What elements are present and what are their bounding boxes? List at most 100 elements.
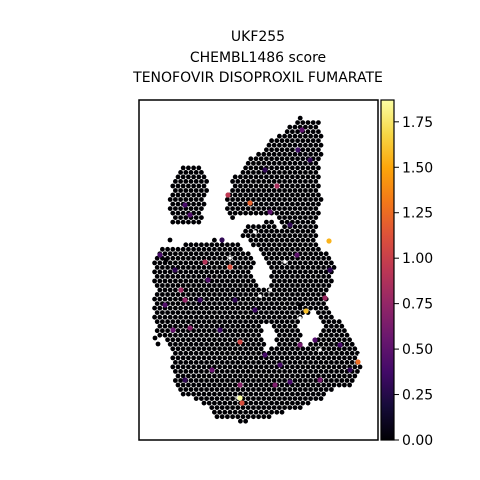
tissue-spot <box>209 269 215 275</box>
tissue-spot <box>183 179 189 184</box>
tissue-spot <box>269 255 274 261</box>
tissue-spot <box>310 147 316 153</box>
tissue-spot <box>290 246 295 252</box>
tissue-spot <box>290 328 295 334</box>
tissue-spot <box>313 396 319 401</box>
tissue-spot <box>310 391 316 397</box>
tissue-spot <box>170 346 176 352</box>
tissue-spot <box>235 242 241 248</box>
tissue-spot <box>347 382 352 388</box>
tissue-spot <box>300 201 306 207</box>
tissue-spot <box>313 242 319 248</box>
tissue-spot <box>295 219 300 225</box>
tissue-spot <box>290 319 295 325</box>
tissue-spot <box>295 237 300 243</box>
tissue-spot <box>310 129 316 135</box>
tissue-spot <box>258 156 264 162</box>
tissue-spot <box>269 174 274 180</box>
tissue-spot <box>274 156 280 162</box>
tissue-spot <box>313 188 319 193</box>
tissue-spot <box>323 369 329 374</box>
tissue-spot <box>204 188 210 193</box>
tissue-spot <box>316 265 321 270</box>
tissue-spot <box>219 260 225 266</box>
tissue-spot <box>336 346 342 352</box>
tissue-spot <box>277 170 282 175</box>
tissue-spot <box>271 142 277 148</box>
tissue-spot <box>300 274 306 279</box>
colorbar-tick-label: 0.25 <box>402 388 433 404</box>
tissue-spot <box>191 165 197 171</box>
tissue-spot <box>230 341 236 347</box>
tissue-spot <box>157 296 163 302</box>
tissue-spot <box>188 269 194 275</box>
tissue-spot <box>271 251 277 257</box>
tissue-spot <box>243 310 249 315</box>
tissue-spot <box>232 265 238 270</box>
tissue-spot <box>282 305 287 311</box>
tissue-spot <box>180 219 186 225</box>
tissue-spot <box>269 292 274 297</box>
tissue-spot <box>193 197 199 202</box>
tissue-spot <box>186 319 191 325</box>
tissue-spot <box>214 414 220 420</box>
tissue-spot <box>316 301 321 306</box>
tissue-spot <box>188 251 194 257</box>
tissue-spot <box>196 210 202 216</box>
tissue-spot <box>284 283 290 288</box>
tissue-spot <box>292 314 298 320</box>
tissue-spot <box>245 314 251 320</box>
tissue-spot <box>225 405 230 410</box>
tissue-spot <box>248 283 254 288</box>
highlight-spots <box>157 127 361 406</box>
tissue-spot <box>186 301 191 306</box>
tissue-spot <box>264 391 269 397</box>
tissue-spot <box>180 391 186 397</box>
tissue-spot <box>230 215 236 221</box>
tissue-spot <box>225 341 230 347</box>
tissue-spot <box>251 314 256 320</box>
tissue-spot <box>191 301 197 306</box>
tissue-spot <box>313 206 319 212</box>
tissue-spot <box>277 378 282 383</box>
tissue-spot <box>264 156 269 162</box>
tissue-spot <box>253 201 259 207</box>
tissue-spot <box>264 228 269 234</box>
tissue-spot <box>170 210 176 216</box>
tissue-spot <box>206 246 212 252</box>
tissue-spot <box>313 124 319 130</box>
tissue-spot <box>201 364 207 370</box>
tissue-spot <box>240 305 246 311</box>
tissue-spot <box>279 355 285 361</box>
tissue-spot <box>290 228 295 234</box>
tissue-spot <box>222 373 228 379</box>
tissue-spot <box>313 142 319 148</box>
tissue-spot <box>227 382 233 388</box>
tissue-spot <box>232 210 238 216</box>
tissue-spot <box>227 391 233 397</box>
tissue-spots <box>152 115 363 424</box>
tissue-spot <box>186 274 191 279</box>
tissue-spot <box>191 364 197 370</box>
tissue-spot <box>310 292 316 297</box>
tissue-spot <box>188 206 194 212</box>
tissue-spot <box>245 305 251 311</box>
tissue-spot <box>303 296 308 302</box>
tissue-spot <box>258 355 264 361</box>
tissue-spot <box>230 369 236 374</box>
tissue-spot <box>225 314 230 320</box>
tissue-spot <box>308 369 313 374</box>
white-spot <box>318 348 322 352</box>
tissue-spot <box>188 387 194 392</box>
tissue-spot <box>329 332 334 338</box>
tissue-spot <box>287 405 293 410</box>
tissue-spot <box>292 287 298 293</box>
tissue-spot <box>193 323 199 329</box>
data-spot <box>295 147 301 153</box>
tissue-spot <box>253 174 259 180</box>
tissue-spot <box>251 188 256 193</box>
tissue-spot <box>165 265 171 270</box>
tissue-spot <box>152 314 158 320</box>
tissue-spot <box>295 391 300 397</box>
tissue-spot <box>245 332 251 338</box>
